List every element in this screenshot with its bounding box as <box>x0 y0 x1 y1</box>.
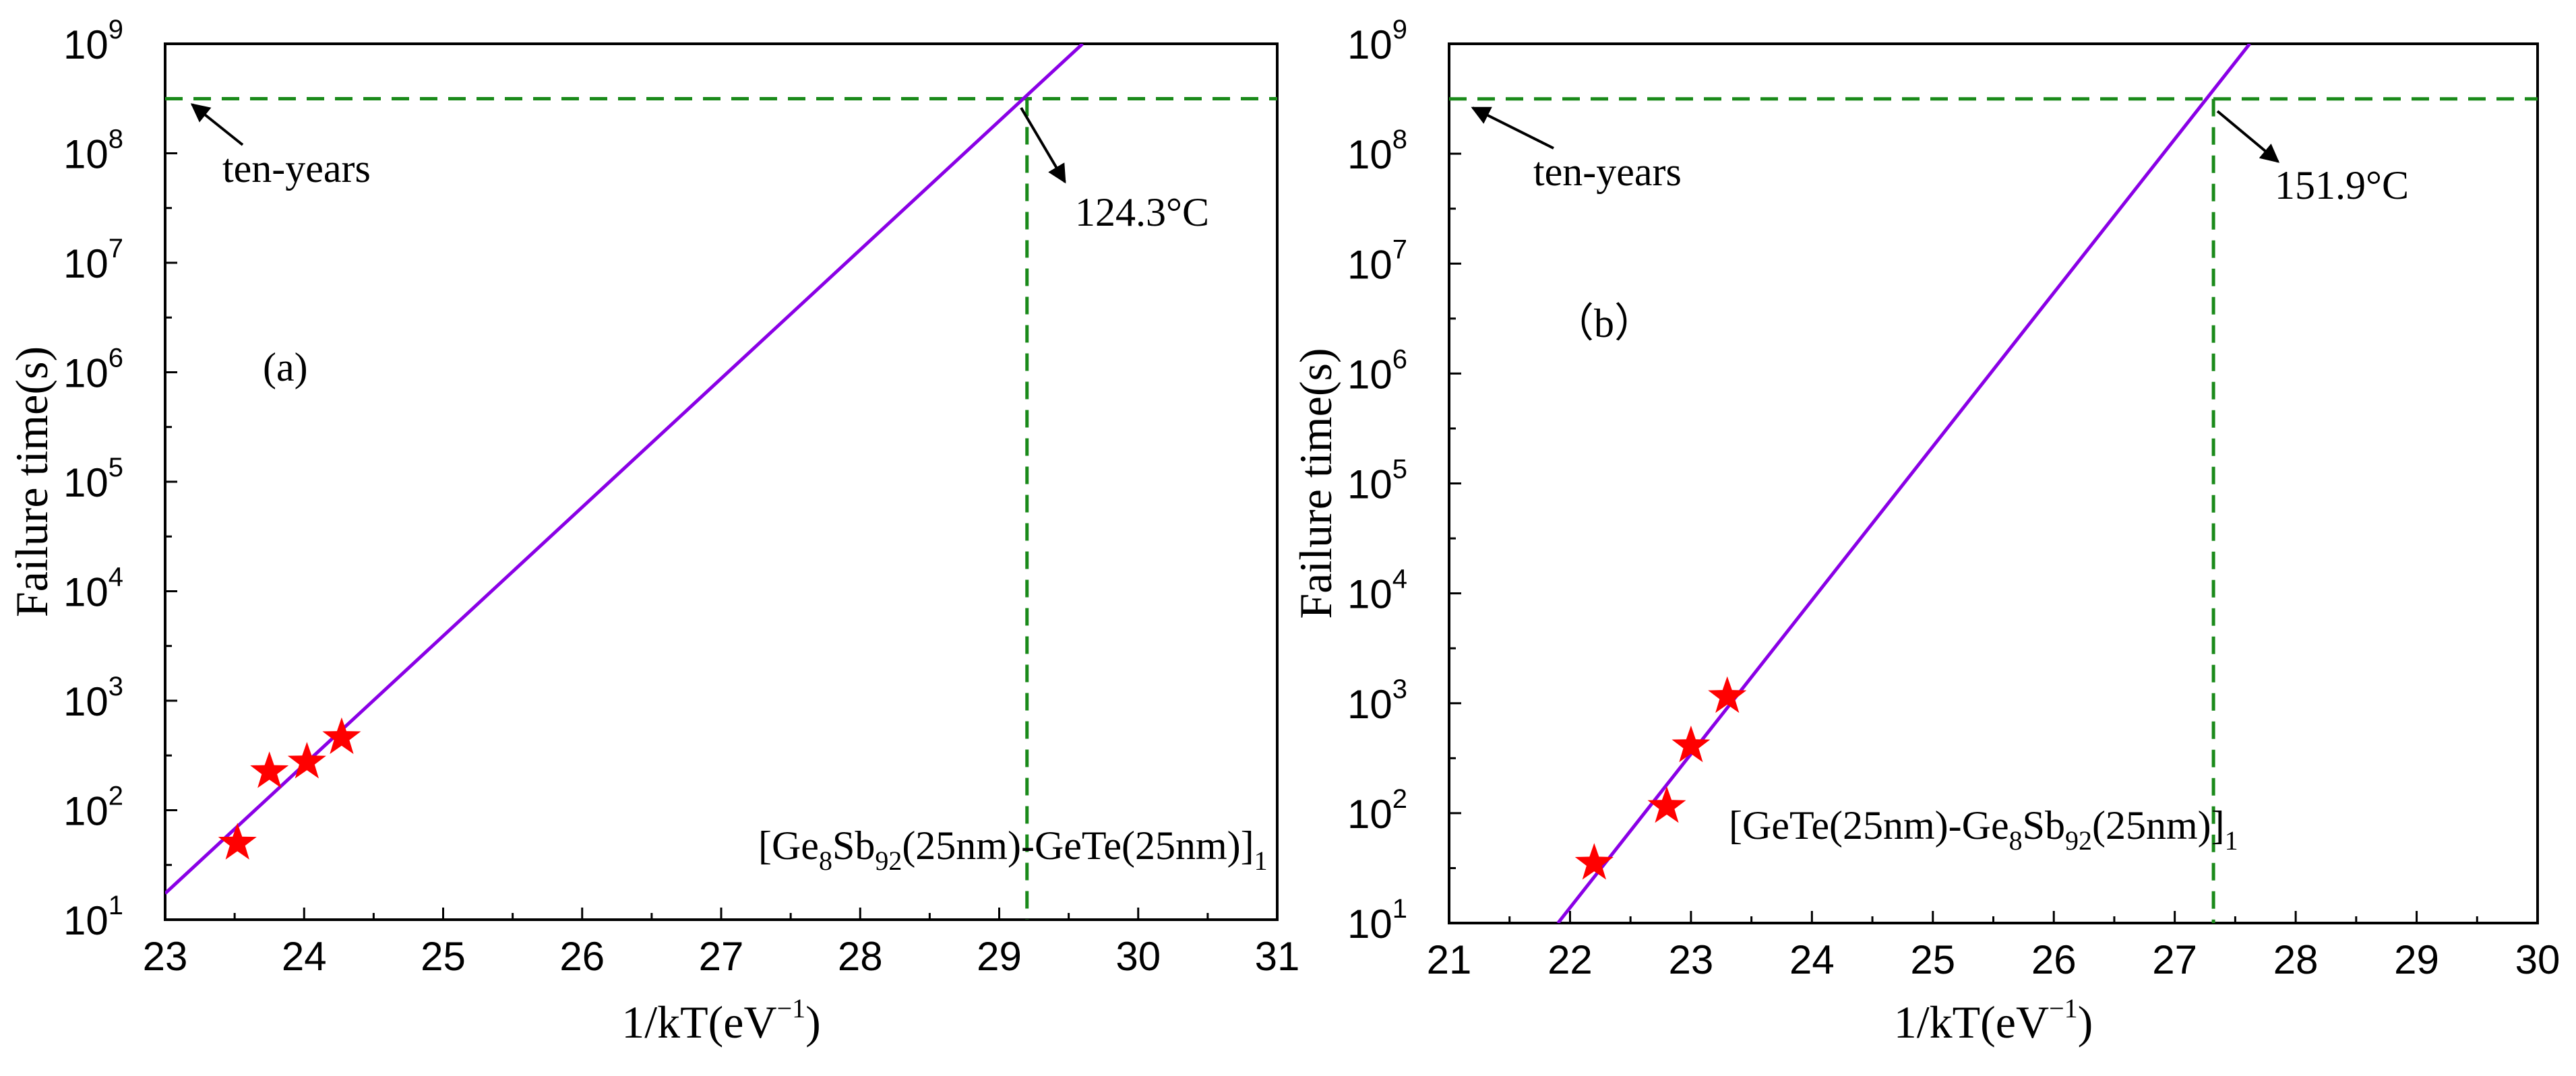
x-tick-label: 29 <box>977 934 1022 979</box>
data-point-star <box>1708 676 1747 714</box>
x-tick-label: 28 <box>2273 937 2319 982</box>
panel-a: 23 24 25 26 27 28 29 30 31 101 102 103 104 105 106 107 1… <box>6 15 1299 1048</box>
y-tick-label: 102 <box>63 782 123 834</box>
x-tick-label: 26 <box>559 934 605 979</box>
y-tick-label: 106 <box>63 344 123 396</box>
fit-line <box>1556 44 2251 923</box>
y-tick-label: 108 <box>63 125 123 177</box>
fit-line <box>165 44 1084 895</box>
x-tick-label: 28 <box>838 934 883 979</box>
x-tick-label: 21 <box>1427 937 1472 982</box>
data-point-star <box>1647 786 1686 823</box>
panel-b: 21 22 23 24 25 26 27 28 29 30 101 102 103 104 105 106 10… <box>1290 15 2560 1048</box>
y-tick-label: 104 <box>1347 565 1407 617</box>
panel-label: (a) <box>263 345 308 389</box>
x-tick-label: 27 <box>2152 937 2197 982</box>
ten-years-label: ten-years <box>1533 150 1682 194</box>
temperature-label: 124.3°C <box>1075 190 1209 234</box>
x-tick-label: 30 <box>2515 937 2560 982</box>
data-point-star <box>1574 843 1614 880</box>
y-tick-label: 104 <box>63 563 123 615</box>
y-tick-label: 105 <box>63 453 123 505</box>
x-tick-label: 23 <box>1669 937 1714 982</box>
x-tick-label: 22 <box>1547 937 1593 982</box>
ten-years-arrow <box>190 103 244 146</box>
x-axis-title: 1/kT(eV−1) <box>1894 993 2093 1048</box>
temperature-arrow <box>2216 110 2280 163</box>
x-tick-label: 29 <box>2394 937 2439 982</box>
y-tick-label: 105 <box>1347 455 1407 507</box>
y-tick-label: 107 <box>63 234 123 286</box>
x-tick-label: 27 <box>699 934 744 979</box>
data-point-star <box>250 751 289 788</box>
data-point-star <box>1672 725 1711 763</box>
y-tick-label: 106 <box>1347 344 1407 397</box>
x-tick-label: 25 <box>421 934 466 979</box>
x-tick-label: 26 <box>2031 937 2077 982</box>
x-tick-label: 24 <box>282 934 327 979</box>
x-tick-label: 25 <box>1910 937 1955 982</box>
y-tick-label: 103 <box>1347 674 1407 727</box>
ten-years-label: ten-years <box>222 146 371 191</box>
panel-label: （b） <box>1554 301 1655 346</box>
ten-years-arrow <box>1471 106 1554 150</box>
sample-formula: [GeTe(25nm)-Ge8Sb92(25nm)]1 <box>1729 803 2238 856</box>
y-tick-label: 108 <box>1347 125 1407 177</box>
sample-formula: [Ge8Sb92(25nm)-GeTe(25nm)]1 <box>758 823 1268 876</box>
y-axis-title: Failure time(s) <box>1290 348 1341 619</box>
data-point-star <box>218 823 257 860</box>
x-tick-label: 24 <box>1789 937 1835 982</box>
plot-area <box>165 44 1277 920</box>
x-tick-label: 23 <box>143 934 188 979</box>
y-tick-label: 109 <box>1347 15 1407 67</box>
data-point-star <box>322 717 361 755</box>
y-tick-label: 101 <box>1347 894 1407 947</box>
plot-area <box>1449 44 2538 923</box>
data-point-star <box>287 742 326 779</box>
x-axis-title: 1/kT(eV−1) <box>621 993 821 1048</box>
x-tick-label: 30 <box>1115 934 1161 979</box>
y-tick-label: 109 <box>63 15 123 67</box>
y-tick-label: 101 <box>63 891 123 943</box>
y-axis-title: Failure time(s) <box>6 346 57 617</box>
y-tick-label: 107 <box>1347 234 1407 287</box>
y-tick-label: 103 <box>63 672 123 724</box>
y-tick-label: 102 <box>1347 784 1407 837</box>
temperature-arrow <box>1020 106 1066 184</box>
x-tick-label: 31 <box>1255 934 1300 979</box>
temperature-label: 151.9°C <box>2275 163 2409 208</box>
